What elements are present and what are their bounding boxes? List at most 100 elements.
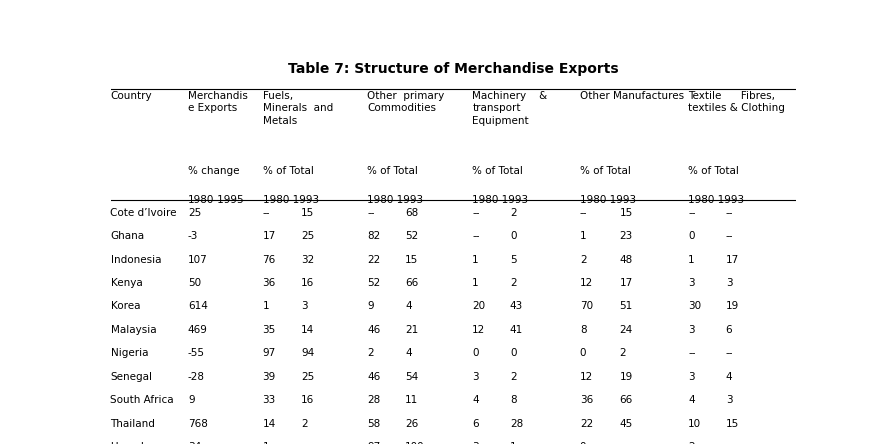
Text: 1: 1 bbox=[472, 255, 479, 265]
Text: 97: 97 bbox=[368, 442, 381, 444]
Text: 25: 25 bbox=[301, 231, 314, 241]
Text: Korea: Korea bbox=[110, 301, 140, 312]
Text: 2: 2 bbox=[301, 419, 308, 428]
Text: Merchandis
e Exports: Merchandis e Exports bbox=[188, 91, 248, 113]
Text: -3: -3 bbox=[188, 231, 198, 241]
Text: 0: 0 bbox=[688, 231, 695, 241]
Text: 66: 66 bbox=[620, 395, 633, 405]
Text: 66: 66 bbox=[405, 278, 418, 288]
Text: 3: 3 bbox=[472, 442, 479, 444]
Text: 2: 2 bbox=[620, 349, 626, 358]
Text: 0: 0 bbox=[580, 442, 586, 444]
Text: 14: 14 bbox=[263, 419, 276, 428]
Text: 43: 43 bbox=[510, 301, 523, 312]
Text: 2: 2 bbox=[688, 442, 695, 444]
Text: --: -- bbox=[726, 349, 733, 358]
Text: --: -- bbox=[472, 231, 480, 241]
Text: 3: 3 bbox=[726, 395, 732, 405]
Text: 52: 52 bbox=[405, 231, 418, 241]
Text: 30: 30 bbox=[688, 301, 701, 312]
Text: 3: 3 bbox=[688, 372, 695, 382]
Text: 46: 46 bbox=[368, 372, 381, 382]
Text: 1980-1995: 1980-1995 bbox=[188, 195, 245, 205]
Text: 15: 15 bbox=[620, 208, 633, 218]
Text: --: -- bbox=[726, 208, 733, 218]
Text: 51: 51 bbox=[620, 301, 633, 312]
Text: 70: 70 bbox=[580, 301, 593, 312]
Text: Malaysia: Malaysia bbox=[110, 325, 156, 335]
Text: 3: 3 bbox=[688, 325, 695, 335]
Text: 15: 15 bbox=[405, 255, 418, 265]
Text: 469: 469 bbox=[188, 325, 208, 335]
Text: 4: 4 bbox=[405, 301, 412, 312]
Text: 1980 1993: 1980 1993 bbox=[472, 195, 529, 205]
Text: Ghana: Ghana bbox=[110, 231, 145, 241]
Text: 16: 16 bbox=[301, 278, 314, 288]
Text: 4: 4 bbox=[688, 395, 695, 405]
Text: 3: 3 bbox=[688, 278, 695, 288]
Text: 25: 25 bbox=[188, 208, 202, 218]
Text: 2: 2 bbox=[510, 208, 516, 218]
Text: 1980 1993: 1980 1993 bbox=[688, 195, 744, 205]
Text: 15: 15 bbox=[301, 208, 314, 218]
Text: 768: 768 bbox=[188, 419, 208, 428]
Text: 4: 4 bbox=[726, 372, 732, 382]
Text: 26: 26 bbox=[405, 419, 418, 428]
Text: 23: 23 bbox=[620, 231, 633, 241]
Text: --: -- bbox=[301, 442, 309, 444]
Text: 0: 0 bbox=[472, 349, 479, 358]
Text: Fuels,
Minerals  and
Metals: Fuels, Minerals and Metals bbox=[263, 91, 333, 126]
Text: 22: 22 bbox=[580, 419, 593, 428]
Text: 19: 19 bbox=[620, 372, 633, 382]
Text: % of Total: % of Total bbox=[263, 166, 314, 176]
Text: 1980 1993: 1980 1993 bbox=[368, 195, 423, 205]
Text: 28: 28 bbox=[510, 419, 523, 428]
Text: 6: 6 bbox=[472, 419, 479, 428]
Text: 50: 50 bbox=[188, 278, 201, 288]
Text: 1: 1 bbox=[263, 301, 270, 312]
Text: 8: 8 bbox=[580, 325, 586, 335]
Text: --: -- bbox=[368, 208, 375, 218]
Text: 54: 54 bbox=[405, 372, 418, 382]
Text: Thailand: Thailand bbox=[110, 419, 156, 428]
Text: Kenya: Kenya bbox=[110, 278, 142, 288]
Text: 8: 8 bbox=[510, 395, 516, 405]
Text: 2: 2 bbox=[580, 255, 586, 265]
Text: 1: 1 bbox=[688, 255, 695, 265]
Text: 3: 3 bbox=[301, 301, 308, 312]
Text: Indonesia: Indonesia bbox=[110, 255, 161, 265]
Text: 46: 46 bbox=[368, 325, 381, 335]
Text: 19: 19 bbox=[726, 301, 739, 312]
Text: --: -- bbox=[472, 208, 480, 218]
Text: 33: 33 bbox=[263, 395, 276, 405]
Text: 17: 17 bbox=[620, 278, 633, 288]
Text: 68: 68 bbox=[405, 208, 418, 218]
Text: 39: 39 bbox=[263, 372, 276, 382]
Text: 12: 12 bbox=[580, 278, 593, 288]
Text: 17: 17 bbox=[726, 255, 739, 265]
Text: 2: 2 bbox=[510, 278, 516, 288]
Text: 36: 36 bbox=[580, 395, 593, 405]
Text: 614: 614 bbox=[188, 301, 208, 312]
Text: 48: 48 bbox=[620, 255, 633, 265]
Text: 14: 14 bbox=[301, 325, 314, 335]
Text: 10: 10 bbox=[688, 419, 701, 428]
Text: 15: 15 bbox=[726, 419, 739, 428]
Text: 3: 3 bbox=[472, 372, 479, 382]
Text: Uganda: Uganda bbox=[110, 442, 150, 444]
Text: Machinery    &
transport
Equipment: Machinery & transport Equipment bbox=[472, 91, 547, 126]
Text: Senegal: Senegal bbox=[110, 372, 153, 382]
Text: 1: 1 bbox=[263, 442, 270, 444]
Text: Other  primary
Commodities: Other primary Commodities bbox=[368, 91, 445, 113]
Text: 2: 2 bbox=[510, 372, 516, 382]
Text: 4: 4 bbox=[405, 349, 412, 358]
Text: 1: 1 bbox=[580, 231, 586, 241]
Text: 36: 36 bbox=[263, 278, 276, 288]
Text: --: -- bbox=[688, 208, 696, 218]
Text: 94: 94 bbox=[301, 349, 314, 358]
Text: 24: 24 bbox=[620, 325, 633, 335]
Text: 12: 12 bbox=[580, 372, 593, 382]
Text: 58: 58 bbox=[368, 419, 381, 428]
Text: 2: 2 bbox=[368, 349, 374, 358]
Text: 76: 76 bbox=[263, 255, 276, 265]
